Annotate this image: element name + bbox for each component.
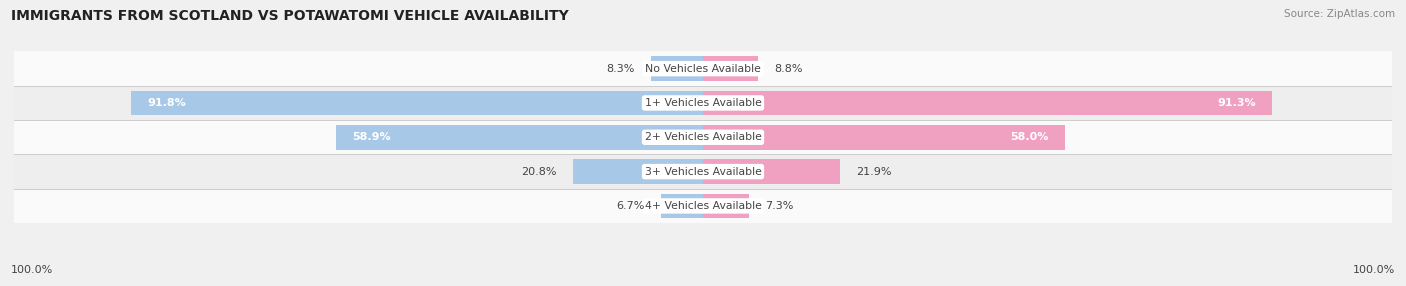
Text: 100.0%: 100.0% [11,265,53,275]
Text: 7.3%: 7.3% [765,201,793,211]
Text: 6.7%: 6.7% [616,201,645,211]
Text: 8.3%: 8.3% [606,64,636,74]
Text: 58.0%: 58.0% [1010,132,1047,142]
Bar [14,154,1392,189]
Bar [14,120,1392,154]
Bar [651,56,703,81]
Bar [14,51,1392,86]
Bar [131,91,703,115]
Text: IMMIGRANTS FROM SCOTLAND VS POTAWATOMI VEHICLE AVAILABILITY: IMMIGRANTS FROM SCOTLAND VS POTAWATOMI V… [11,9,569,23]
Bar [703,125,1064,150]
Text: No Vehicles Available: No Vehicles Available [645,64,761,74]
Text: 4+ Vehicles Available: 4+ Vehicles Available [644,201,762,211]
Text: 3+ Vehicles Available: 3+ Vehicles Available [644,167,762,176]
Text: 20.8%: 20.8% [522,167,557,176]
Bar [574,159,703,184]
Text: 58.9%: 58.9% [353,132,391,142]
Bar [703,159,839,184]
Text: 21.9%: 21.9% [856,167,891,176]
Bar [336,125,703,150]
Text: 1+ Vehicles Available: 1+ Vehicles Available [644,98,762,108]
Text: 91.3%: 91.3% [1218,98,1256,108]
Text: 8.8%: 8.8% [775,64,803,74]
Bar [661,194,703,218]
Text: 2+ Vehicles Available: 2+ Vehicles Available [644,132,762,142]
Bar [14,86,1392,120]
Text: 100.0%: 100.0% [1353,265,1395,275]
Bar [14,189,1392,223]
Bar [703,194,748,218]
Text: 91.8%: 91.8% [148,98,186,108]
Bar [703,91,1272,115]
Bar [703,56,758,81]
Text: Source: ZipAtlas.com: Source: ZipAtlas.com [1284,9,1395,19]
